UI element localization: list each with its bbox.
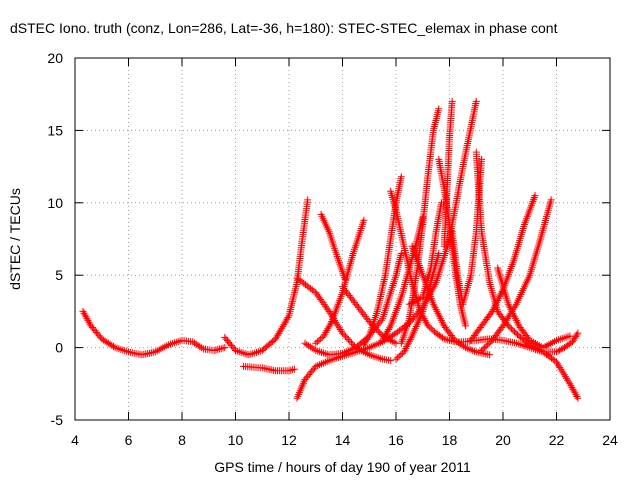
x-axis-label: GPS time / hours of day 190 of year 2011 (214, 459, 471, 475)
series-markers (221, 196, 312, 359)
x-tick-label: 22 (549, 432, 565, 448)
x-tick-label: 24 (602, 432, 618, 448)
chart-ticks (74, 57, 611, 421)
series-markers (240, 362, 298, 375)
series-markers (467, 192, 539, 344)
x-tick-label: 8 (178, 432, 186, 448)
series-markers (440, 97, 456, 250)
series-markers (408, 242, 494, 359)
chart-tick-labels: 4 6 8 10 12 14 16 18 20 22 24 -5 0 5 10 15 20 (47, 50, 618, 448)
y-axis-label: dSTEC / TECUs (7, 188, 23, 290)
series-markers (317, 210, 349, 283)
series-21 (478, 196, 555, 354)
series-markers (293, 274, 395, 365)
y-tick-label: 0 (55, 340, 63, 356)
x-tick-label: 6 (125, 432, 133, 448)
series-markers (472, 148, 582, 356)
series-19 (472, 148, 582, 356)
x-tick-label: 20 (495, 432, 511, 448)
series-3 (240, 362, 298, 375)
series-11 (387, 187, 582, 402)
x-tick-label: 16 (388, 432, 404, 448)
series-10 (360, 173, 405, 349)
series-5 (293, 274, 395, 365)
x-tick-label: 12 (281, 432, 297, 448)
series-17 (440, 97, 456, 250)
series-22 (494, 264, 574, 352)
series-20 (467, 192, 539, 344)
series-markers (494, 264, 574, 352)
series-markers (312, 216, 368, 347)
chart-series-group (79, 97, 582, 402)
y-tick-label: 5 (55, 267, 63, 283)
y-tick-label: 10 (47, 195, 63, 211)
series-markers (478, 196, 555, 354)
chart-title: dSTEC Iono. truth (conz, Lon=286, Lat=-3… (10, 20, 558, 36)
x-tick-label: 14 (335, 432, 351, 448)
series-8 (317, 210, 349, 283)
series-23 (405, 199, 445, 308)
series-markers (79, 307, 229, 359)
x-tick-label: 18 (442, 432, 458, 448)
series-markers (387, 187, 582, 402)
x-tick-label: 4 (71, 432, 79, 448)
y-tick-label: -5 (51, 412, 64, 428)
series-2 (221, 196, 312, 359)
series-markers (360, 173, 405, 349)
y-tick-label: 20 (47, 50, 63, 66)
series-1 (79, 307, 229, 359)
chart-grid (75, 58, 610, 420)
series-7 (312, 216, 368, 347)
series-markers (405, 199, 445, 308)
series-15 (408, 242, 494, 359)
x-tick-label: 10 (228, 432, 244, 448)
y-tick-label: 15 (47, 122, 63, 138)
